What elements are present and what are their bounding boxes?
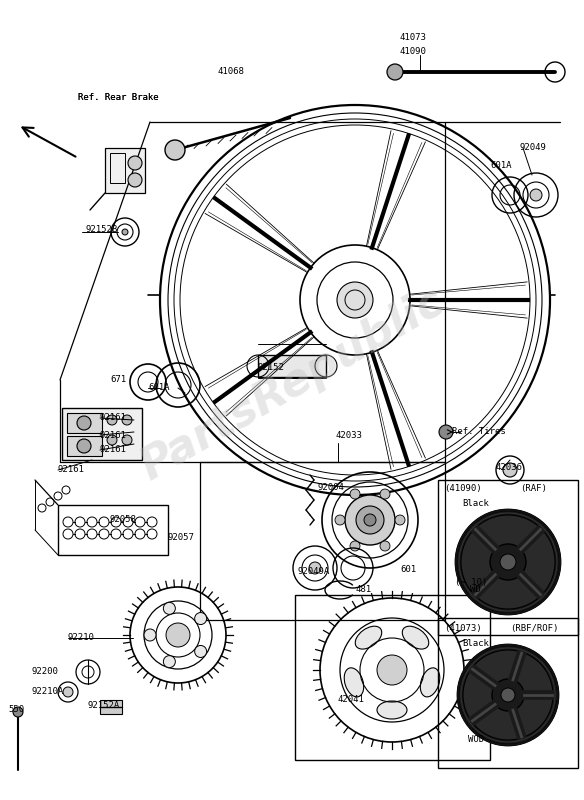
Bar (295, 595, 490, 760)
Text: 92161: 92161 (100, 430, 127, 439)
Circle shape (122, 229, 128, 235)
Text: 41090: 41090 (400, 47, 427, 57)
Text: 481: 481 (355, 586, 371, 594)
Text: 42041: 42041 (338, 695, 365, 705)
Circle shape (107, 435, 117, 445)
Text: 92049: 92049 (520, 143, 547, 153)
Circle shape (107, 415, 117, 425)
Circle shape (350, 489, 360, 499)
Bar (438, 480, 578, 635)
Circle shape (166, 623, 190, 647)
Circle shape (380, 541, 390, 551)
Ellipse shape (402, 626, 429, 649)
Text: WOD: WOD (468, 735, 484, 745)
Circle shape (144, 629, 156, 641)
Circle shape (194, 613, 207, 625)
Circle shape (309, 562, 321, 574)
Circle shape (122, 435, 132, 445)
Text: 92210: 92210 (68, 634, 95, 642)
Circle shape (335, 515, 345, 525)
Text: 41073: 41073 (400, 34, 427, 42)
Ellipse shape (355, 626, 382, 649)
Text: PartsRepublic: PartsRepublic (133, 279, 451, 489)
Text: 92058: 92058 (110, 515, 137, 525)
Bar (58, 505, 168, 555)
Ellipse shape (377, 701, 407, 719)
Text: Black: Black (462, 499, 489, 509)
Text: (41090): (41090) (444, 483, 482, 493)
Text: (41073): (41073) (444, 623, 482, 633)
Circle shape (503, 463, 517, 477)
Bar (67, 436, 102, 456)
Bar (258, 355, 326, 377)
Circle shape (164, 656, 175, 668)
Circle shape (128, 156, 142, 170)
Circle shape (63, 687, 73, 697)
Circle shape (194, 646, 207, 658)
Circle shape (345, 495, 395, 545)
Text: 92210A: 92210A (32, 687, 64, 697)
Circle shape (463, 650, 553, 740)
Circle shape (492, 679, 524, 711)
Bar (67, 413, 102, 433)
Bar (62, 408, 142, 460)
Circle shape (530, 189, 542, 201)
Circle shape (356, 506, 384, 534)
Text: 92057: 92057 (168, 534, 195, 542)
Circle shape (439, 425, 453, 439)
Circle shape (164, 602, 175, 614)
Text: 92152A: 92152A (88, 701, 120, 710)
Text: 41068: 41068 (218, 67, 245, 77)
Text: 92004: 92004 (318, 483, 345, 493)
Text: 550: 550 (8, 706, 24, 714)
Text: (RBF/ROF): (RBF/ROF) (510, 623, 558, 633)
Circle shape (490, 544, 526, 580)
Circle shape (337, 282, 373, 318)
Text: 42036: 42036 (496, 463, 523, 473)
Ellipse shape (420, 668, 440, 697)
Text: 671: 671 (110, 375, 126, 385)
Circle shape (122, 415, 132, 425)
Text: 92161: 92161 (100, 414, 127, 422)
Text: (RAF): (RAF) (520, 483, 547, 493)
Circle shape (456, 510, 560, 614)
Text: 601: 601 (400, 566, 416, 574)
Text: Black: Black (462, 639, 489, 649)
Circle shape (500, 554, 516, 570)
Text: 601A: 601A (490, 161, 512, 170)
Circle shape (165, 140, 185, 160)
Circle shape (380, 489, 390, 499)
Text: (~ 10): (~ 10) (455, 578, 487, 586)
Text: Ref. Rear Brake: Ref. Rear Brake (78, 94, 159, 102)
Text: 92049A: 92049A (298, 567, 330, 577)
Text: 92200: 92200 (32, 667, 59, 677)
Bar (438, 618, 578, 768)
Text: 92152B: 92152B (85, 226, 117, 234)
Circle shape (128, 173, 142, 187)
Text: 601A: 601A (148, 383, 169, 393)
Circle shape (461, 515, 555, 609)
Bar (105, 148, 145, 193)
Circle shape (377, 655, 407, 685)
Text: 92161: 92161 (58, 466, 85, 474)
Circle shape (13, 707, 23, 717)
Circle shape (458, 645, 558, 745)
Bar (110, 153, 125, 183)
Circle shape (77, 416, 91, 430)
Text: 92152: 92152 (258, 363, 285, 373)
Text: Ref. Rear Brake: Ref. Rear Brake (78, 94, 159, 102)
Circle shape (364, 514, 376, 526)
Text: 92161: 92161 (100, 446, 127, 454)
Circle shape (350, 541, 360, 551)
Circle shape (387, 64, 403, 80)
Circle shape (395, 515, 405, 525)
Bar (100, 700, 122, 714)
Circle shape (77, 439, 91, 453)
Circle shape (501, 688, 515, 702)
Text: 42033: 42033 (335, 430, 362, 439)
Text: WD: WD (470, 586, 481, 594)
Text: Ref. Tires: Ref. Tires (452, 427, 506, 437)
Ellipse shape (344, 668, 364, 697)
